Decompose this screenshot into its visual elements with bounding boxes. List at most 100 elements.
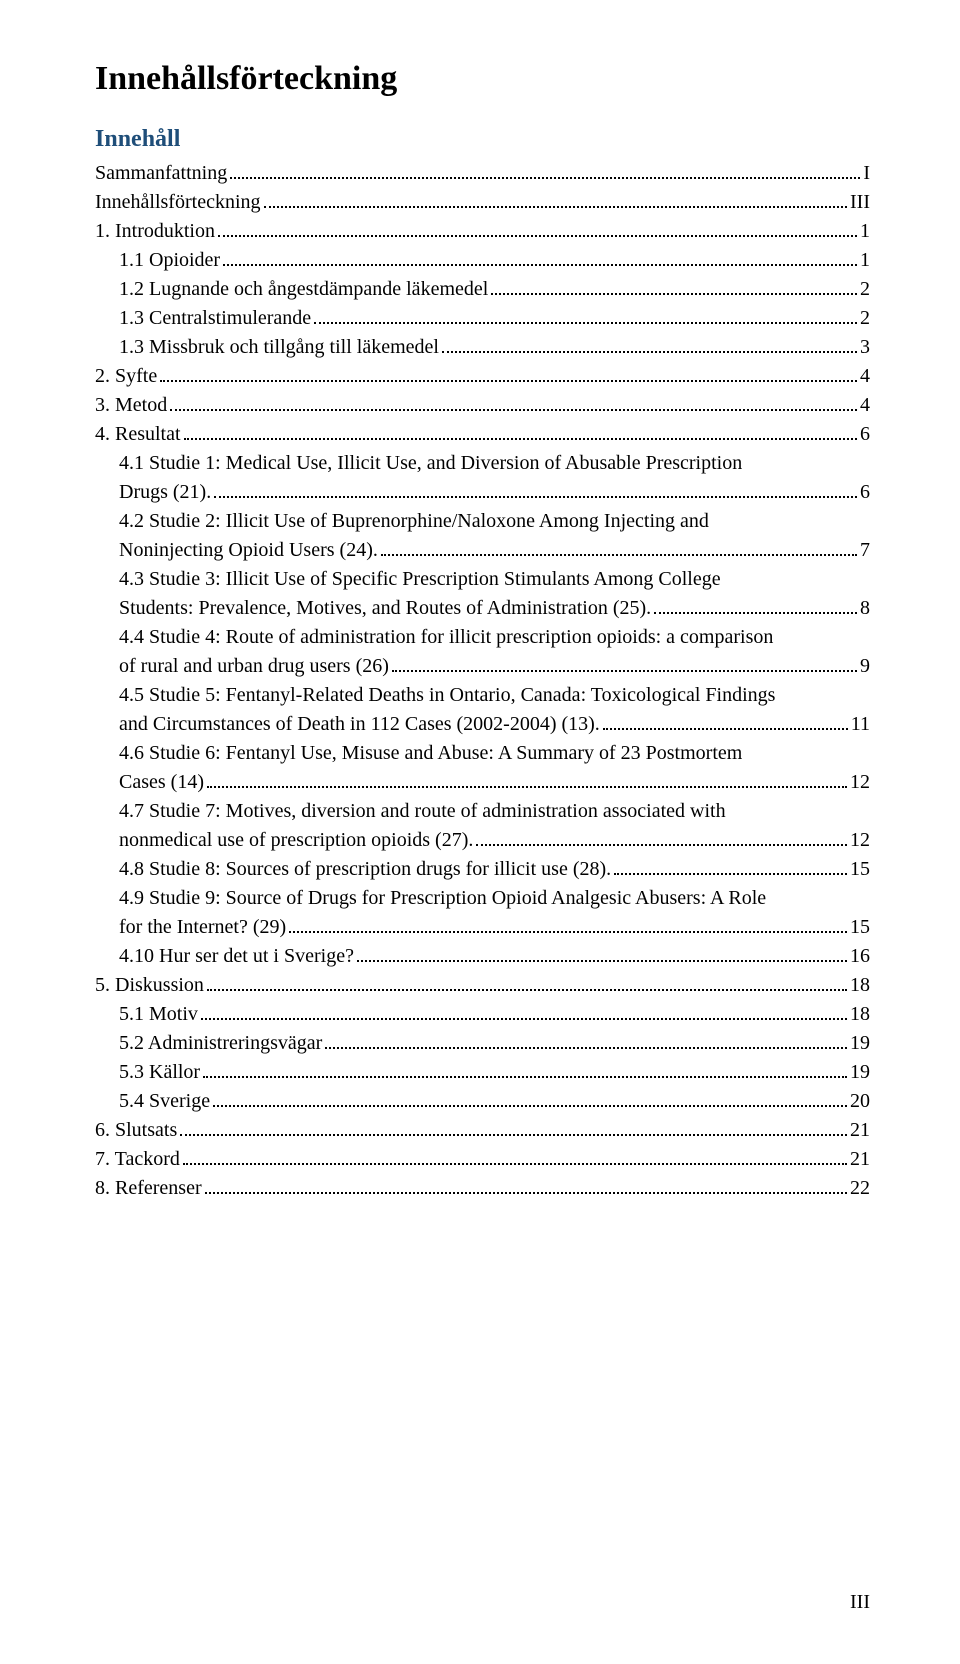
toc-leader-dots <box>289 931 847 933</box>
toc-entry-label: 1.3 Centralstimulerande <box>119 304 311 333</box>
toc-entry: 1.3 Centralstimulerande 2 <box>95 304 870 333</box>
toc-entry-wrap: 4.7 Studie 7: Motives, diversion and rou… <box>95 797 870 826</box>
toc-entry-page: 1 <box>860 217 870 246</box>
toc-leader-dots <box>183 1163 847 1165</box>
toc-entry: 5.3 Källor 19 <box>95 1058 870 1087</box>
toc-entry-page: 4 <box>860 391 870 420</box>
toc-entry-label: 7. Tackord <box>95 1145 180 1174</box>
toc-entry-label: Innehållsförteckning <box>95 188 261 217</box>
toc-leader-dots <box>184 438 857 440</box>
toc-entry-page: 7 <box>860 536 870 565</box>
toc-entry-label: 3. Metod <box>95 391 167 420</box>
toc-leader-dots <box>654 612 857 614</box>
toc-leader-dots <box>180 1134 847 1136</box>
toc-leader-dots <box>207 786 847 788</box>
toc-entry-label: 1.3 Missbruk och tillgång till läkemedel <box>119 333 439 362</box>
toc-entry-page: 3 <box>860 333 870 362</box>
toc-entry-label: Sammanfattning <box>95 159 227 188</box>
toc-entry: nonmedical use of prescription opioids (… <box>95 826 870 855</box>
table-of-contents: Sammanfattning I Innehållsförteckning III 1.… <box>95 159 870 1203</box>
toc-entry-label: 4. Resultat <box>95 420 181 449</box>
toc-entry-label: nonmedical use of prescription opioids (… <box>119 826 473 855</box>
toc-entry-page: 1 <box>860 246 870 275</box>
toc-entry-page: 6 <box>860 420 870 449</box>
toc-leader-dots <box>218 235 857 237</box>
toc-entry: 8. Referenser 22 <box>95 1174 870 1203</box>
toc-leader-dots <box>314 322 857 324</box>
section-heading: Innehåll <box>95 126 870 153</box>
document-page: Innehållsförteckning Innehåll Sammanfatt… <box>0 0 960 1664</box>
toc-entry-label: and Circumstances of Death in 112 Cases … <box>119 710 600 739</box>
toc-leader-dots <box>160 380 857 382</box>
toc-entry-page: 20 <box>850 1087 870 1116</box>
toc-entry-page: 19 <box>850 1058 870 1087</box>
toc-entry: for the Internet? (29)15 <box>95 913 870 942</box>
toc-entry-wrap: 4.4 Studie 4: Route of administration fo… <box>95 623 870 652</box>
toc-entry-wrap: 4.1 Studie 1: Medical Use, Illicit Use, … <box>95 449 870 478</box>
toc-entry: 4.10 Hur ser det ut i Sverige? 16 <box>95 942 870 971</box>
toc-entry: Sammanfattning I <box>95 159 870 188</box>
toc-leader-dots <box>230 177 860 179</box>
toc-entry-page: 2 <box>860 275 870 304</box>
toc-entry-label: 1.2 Lugnande och ångestdämpande läkemede… <box>119 275 488 304</box>
toc-entry-page: 12 <box>850 768 870 797</box>
toc-entry-label: 4.8 Studie 8: Sources of prescription dr… <box>119 855 611 884</box>
toc-leader-dots <box>357 960 847 962</box>
toc-leader-dots <box>491 293 857 295</box>
toc-leader-dots <box>207 989 847 991</box>
toc-leader-dots <box>603 728 848 730</box>
page-number: III <box>850 1591 870 1614</box>
toc-entry: 5.1 Motiv18 <box>95 1000 870 1029</box>
toc-entry: 6. Slutsats21 <box>95 1116 870 1145</box>
toc-leader-dots <box>392 670 857 672</box>
toc-entry-page: 18 <box>850 1000 870 1029</box>
toc-leader-dots <box>325 1047 847 1049</box>
toc-entry: 4.8 Studie 8: Sources of prescription dr… <box>95 855 870 884</box>
toc-entry-page: III <box>850 188 870 217</box>
toc-entry: 2. Syfte4 <box>95 362 870 391</box>
toc-entry-page: 6 <box>860 478 870 507</box>
toc-entry-page: I <box>863 159 870 188</box>
toc-entry: Drugs (21).6 <box>95 478 870 507</box>
toc-entry-page: 2 <box>860 304 870 333</box>
toc-leader-dots <box>213 1105 847 1107</box>
toc-entry-page: 19 <box>850 1029 870 1058</box>
toc-entry: Innehållsförteckning III <box>95 188 870 217</box>
toc-entry: 3. Metod 4 <box>95 391 870 420</box>
toc-entry-label: 5.3 Källor <box>119 1058 200 1087</box>
toc-entry-label: 5. Diskussion <box>95 971 204 1000</box>
toc-entry-page: 21 <box>850 1145 870 1174</box>
toc-entry-page: 21 <box>850 1116 870 1145</box>
toc-entry: 5.2 Administreringsvägar 19 <box>95 1029 870 1058</box>
toc-entry-page: 8 <box>860 594 870 623</box>
toc-entry-label: 1.1 Opioider <box>119 246 220 275</box>
toc-entry: 1.3 Missbruk och tillgång till läkemedel… <box>95 333 870 362</box>
toc-entry: of rural and urban drug users (26)9 <box>95 652 870 681</box>
toc-entry-label: 5.2 Administreringsvägar <box>119 1029 322 1058</box>
toc-leader-dots <box>205 1192 847 1194</box>
page-title: Innehållsförteckning <box>95 60 870 98</box>
toc-entry-page: 22 <box>850 1174 870 1203</box>
toc-entry-page: 16 <box>850 942 870 971</box>
toc-entry-label: 1. Introduktion <box>95 217 215 246</box>
toc-entry-label: Students: Prevalence, Motives, and Route… <box>119 594 651 623</box>
toc-entry: Students: Prevalence, Motives, and Route… <box>95 594 870 623</box>
toc-entry: 7. Tackord 21 <box>95 1145 870 1174</box>
toc-entry-wrap: 4.2 Studie 2: Illicit Use of Buprenorphi… <box>95 507 870 536</box>
toc-entry-wrap: 4.3 Studie 3: Illicit Use of Specific Pr… <box>95 565 870 594</box>
toc-entry-label: 8. Referenser <box>95 1174 202 1203</box>
toc-entry-label: 5.4 Sverige <box>119 1087 210 1116</box>
toc-entry-label: for the Internet? (29) <box>119 913 286 942</box>
toc-leader-dots <box>223 264 857 266</box>
toc-entry-page: 12 <box>850 826 870 855</box>
toc-entry-label: 4.10 Hur ser det ut i Sverige? <box>119 942 354 971</box>
toc-leader-dots <box>214 496 857 498</box>
toc-entry-page: 18 <box>850 971 870 1000</box>
toc-entry-page: 11 <box>851 710 870 739</box>
toc-leader-dots <box>442 351 857 353</box>
toc-entry-label: Noninjecting Opioid Users (24). <box>119 536 378 565</box>
toc-leader-dots <box>614 873 847 875</box>
toc-entry-label: of rural and urban drug users (26) <box>119 652 389 681</box>
toc-entry: Cases (14)12 <box>95 768 870 797</box>
toc-entry-wrap: 4.5 Studie 5: Fentanyl-Related Deaths in… <box>95 681 870 710</box>
